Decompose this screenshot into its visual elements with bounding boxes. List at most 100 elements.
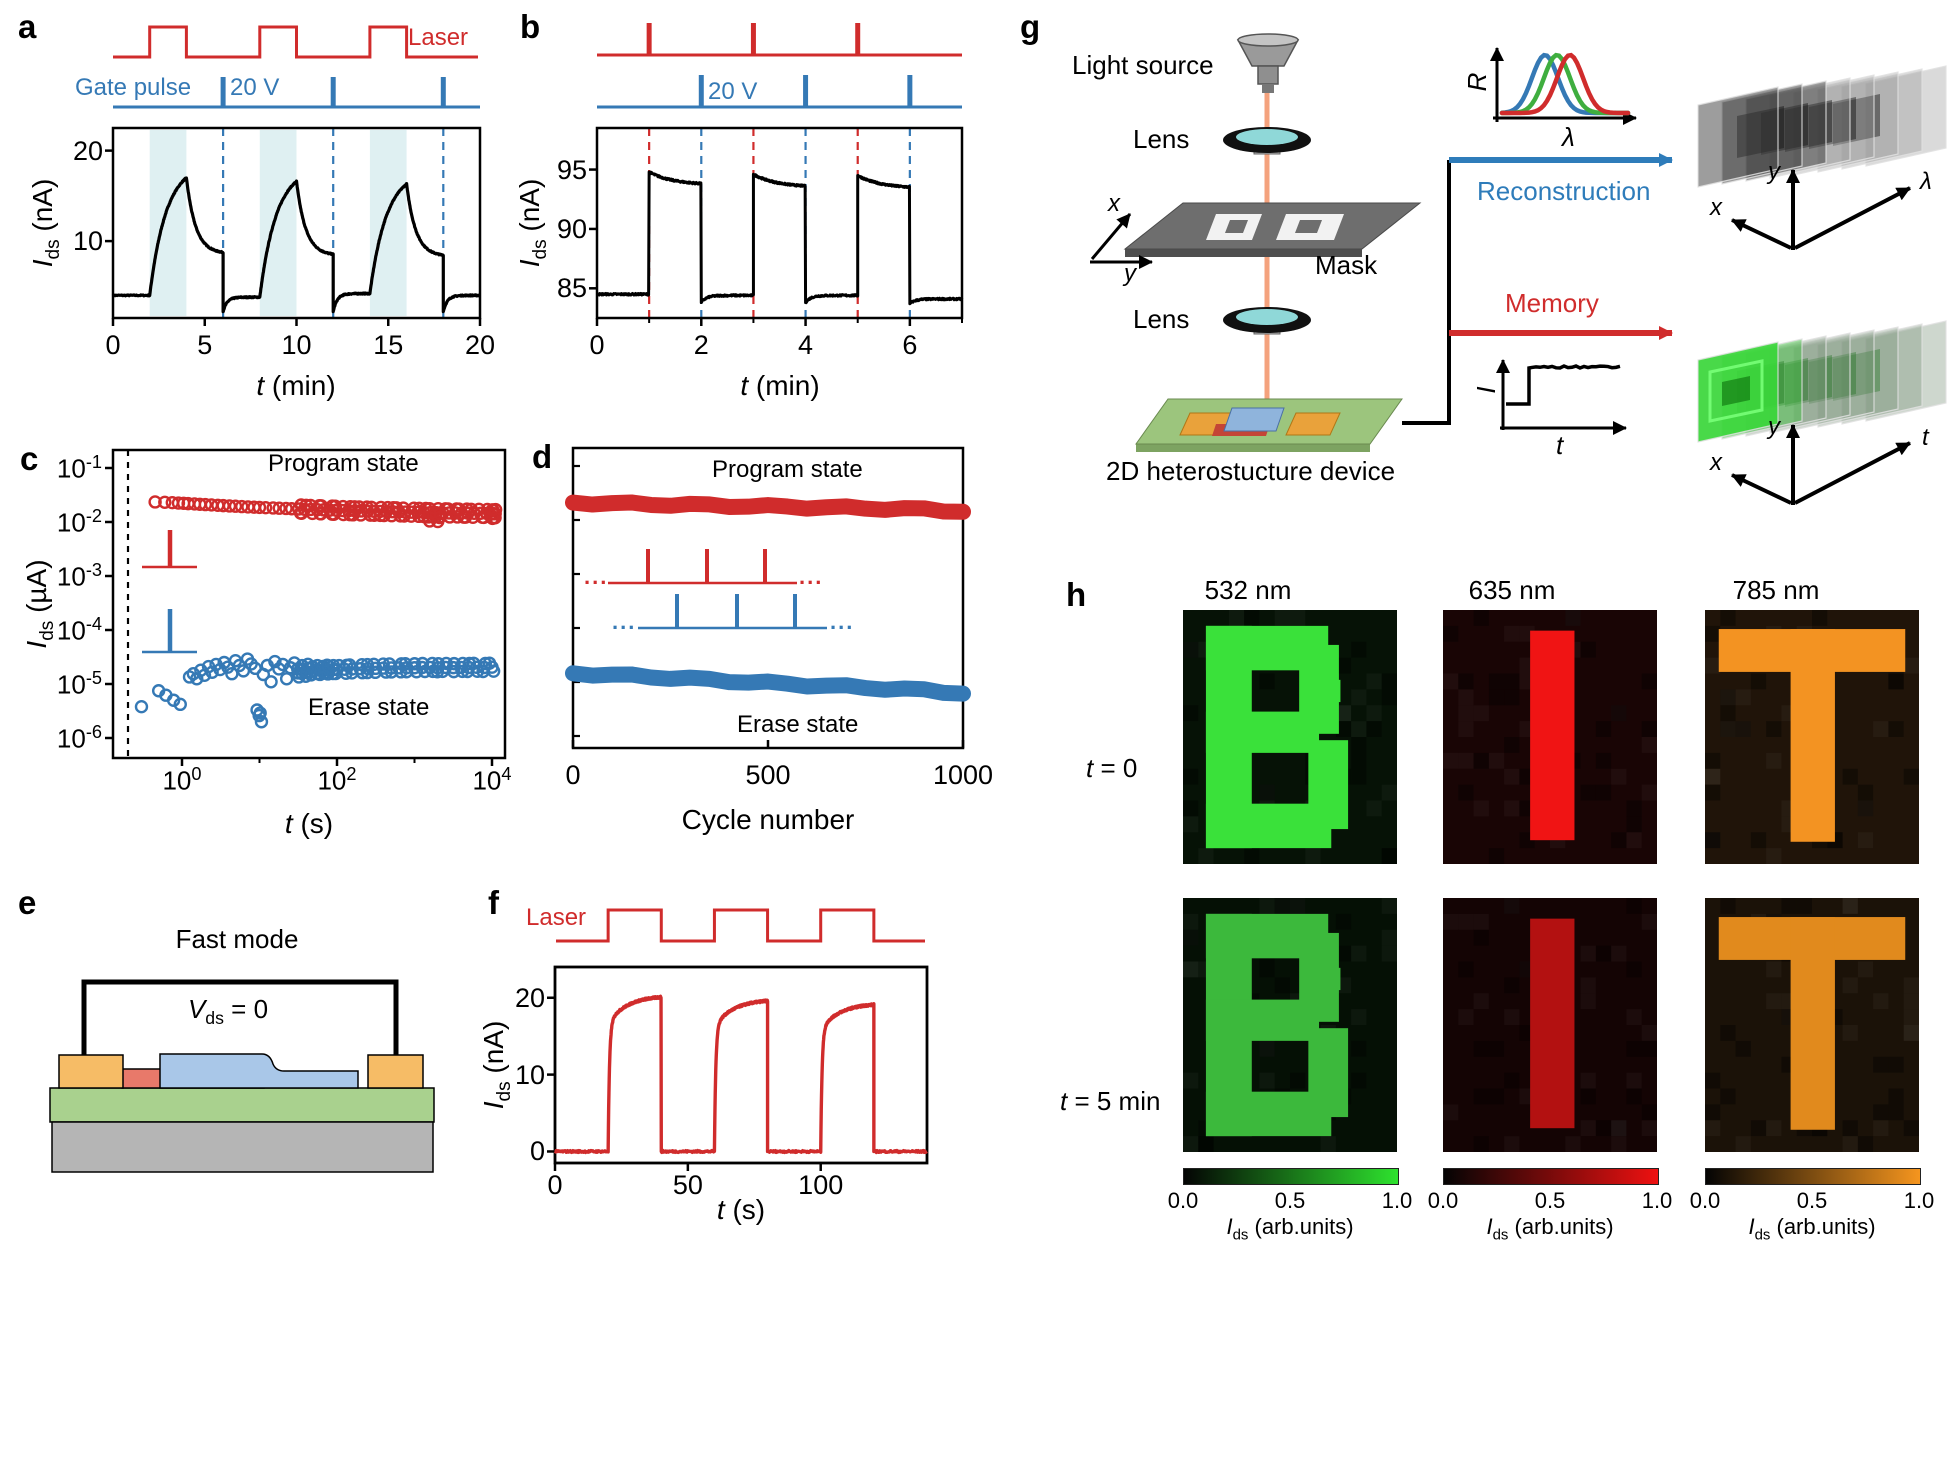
noise-pixel xyxy=(1888,721,1904,737)
letter-segment xyxy=(1790,917,1835,1130)
laser-waveform-label-a: Laser xyxy=(408,24,469,51)
noise-pixel xyxy=(1766,962,1781,978)
program-state-point xyxy=(431,514,445,529)
noise-pixel xyxy=(1473,929,1489,946)
substrate-layer xyxy=(51,1121,434,1173)
panel-b-ytick-label: 90 xyxy=(556,213,587,244)
noise-pixel xyxy=(1750,673,1767,690)
noise-pixel xyxy=(1581,977,1596,993)
panel-b-xtick-label: 4 xyxy=(798,330,814,360)
signal-bracket xyxy=(1402,160,1451,425)
noise-pixel xyxy=(1458,784,1474,801)
colorbar-785nm xyxy=(1705,1168,1921,1185)
noise-pixel xyxy=(1489,753,1504,769)
noise-pixel xyxy=(1766,993,1781,1009)
noise-pixel xyxy=(1641,1040,1657,1057)
panel-a-ytick-label: 20 xyxy=(72,135,103,166)
cb-var: I xyxy=(1226,1214,1233,1239)
noise-pixel xyxy=(1595,752,1612,769)
dielectric-layer xyxy=(49,1087,435,1123)
panel-c-label: c xyxy=(20,440,39,477)
noise-pixel xyxy=(1735,721,1751,737)
erase-state-point xyxy=(264,675,278,689)
laser-waveform xyxy=(556,908,925,943)
program-state-point xyxy=(216,498,230,513)
stack1-x-arrow xyxy=(1731,218,1792,250)
stack2-x-label: x xyxy=(1710,449,1722,476)
panel-f-xtick-label: 100 xyxy=(798,1170,844,1200)
erase-state-label-d: Erase state xyxy=(737,711,859,738)
panel-b-xtick-label: 6 xyxy=(902,330,918,360)
noise-pixel xyxy=(1504,737,1520,753)
noise-pixel xyxy=(1443,1104,1458,1120)
mask-y-axis-label: y xyxy=(1124,260,1136,287)
stack2-t-label: t xyxy=(1922,424,1929,451)
noise-pixel xyxy=(1183,800,1199,817)
noise-pixel xyxy=(1183,641,1199,658)
panel-a-xtick-label: 20 xyxy=(464,330,496,360)
plot-frame xyxy=(111,448,507,760)
noise-pixel xyxy=(1720,689,1736,706)
stack2-x-arrow xyxy=(1731,473,1792,505)
panel-f-label: f xyxy=(488,884,499,921)
v-sub: ds xyxy=(205,1008,224,1029)
noise-pixel xyxy=(1580,1088,1596,1105)
panel-d-label: d xyxy=(532,438,553,475)
colorbar-532nm xyxy=(1183,1168,1399,1185)
erase-state-point xyxy=(279,672,294,686)
lens-icon-glass xyxy=(1236,309,1298,325)
ellipsis-red-right: ... xyxy=(799,564,824,589)
fast-mode-device-schematic xyxy=(49,979,435,1173)
mask-pattern-left-hole xyxy=(1225,220,1248,233)
noise-pixel xyxy=(1473,752,1489,769)
noise-pixel xyxy=(1595,784,1612,801)
noise-pixel xyxy=(1626,832,1641,848)
noise-pixel xyxy=(1290,610,1305,626)
noise-pixel xyxy=(1736,689,1751,705)
spectrum-r-axis-label: R xyxy=(1462,72,1492,92)
noise-pixel xyxy=(1351,721,1366,737)
xlabel-var: t xyxy=(256,370,265,401)
noise-pixel xyxy=(1504,689,1520,706)
noise-pixel xyxy=(1626,816,1642,833)
xlabel-unit: (min) xyxy=(748,370,820,401)
noise-pixel xyxy=(1611,1120,1627,1137)
noise-pixel xyxy=(1443,625,1459,642)
noise-pixel xyxy=(1842,768,1858,785)
time-image-stack-front-glow xyxy=(1708,359,1764,423)
reconstruction-label: Reconstruction xyxy=(1477,176,1651,206)
cb-unit: (arb.units) xyxy=(1248,1214,1354,1239)
noise-pixel xyxy=(1259,1041,1274,1057)
noise-pixel xyxy=(1857,784,1874,801)
noise-pixel xyxy=(1796,898,1812,914)
noise-pixel xyxy=(1873,1056,1889,1073)
erase-state-point xyxy=(254,715,269,729)
ids-curve xyxy=(111,176,482,314)
panel-g-label: g xyxy=(1020,8,1041,45)
noise-pixel xyxy=(1335,913,1352,930)
panel-b-xtick-label: 2 xyxy=(693,330,709,360)
noise-pixel xyxy=(1504,1072,1520,1089)
panel-c-ytick-label: 10-2 xyxy=(56,506,102,538)
program-state-point xyxy=(272,501,286,515)
panel-d-xtick-label: 1000 xyxy=(932,760,994,790)
program-state-point xyxy=(404,509,418,523)
mask-label: Mask xyxy=(1315,250,1378,280)
noise-pixel xyxy=(1381,673,1397,690)
noise-pixel xyxy=(1488,673,1505,690)
noise-pixel xyxy=(1488,689,1505,706)
program-state-point xyxy=(397,509,411,523)
erase-state-band xyxy=(565,665,971,702)
device-flake-blue xyxy=(1223,407,1285,432)
noise-pixel xyxy=(1473,1040,1489,1057)
noise-pixel xyxy=(1321,1136,1336,1152)
erase-state-point xyxy=(236,664,251,678)
cbar0-tick-1: 1.0 xyxy=(1381,1188,1413,1213)
noise-pixel xyxy=(1488,1040,1505,1057)
noise-pixel xyxy=(1474,914,1489,930)
noise-pixel xyxy=(1259,1040,1275,1057)
noise-pixel xyxy=(1504,769,1519,785)
noise-pixel xyxy=(1705,1104,1721,1121)
noise-pixel xyxy=(1626,898,1642,914)
noise-pixel xyxy=(1259,673,1275,690)
